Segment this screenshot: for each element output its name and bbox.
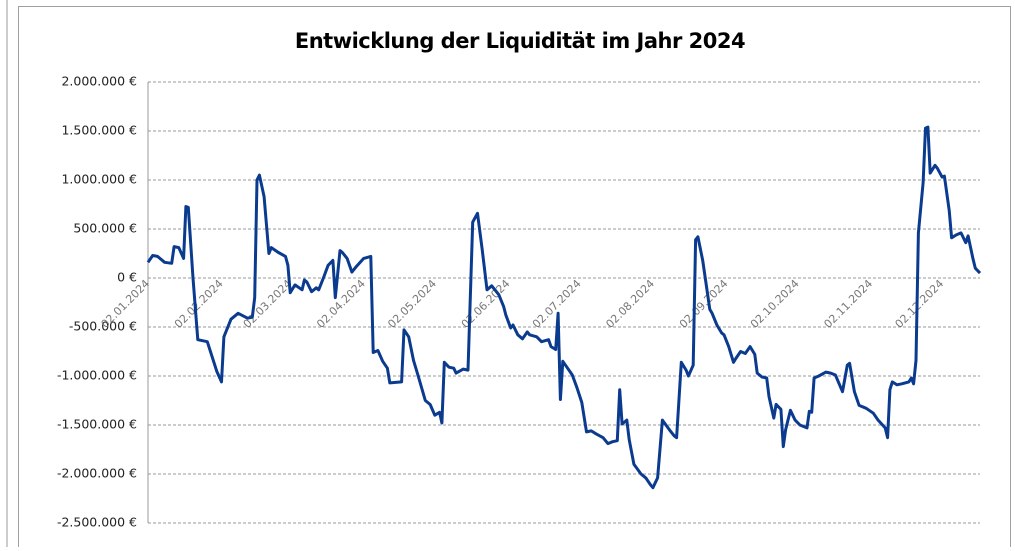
y-tick-label: 500.000 € [73,221,137,236]
y-tick-label: 0 € [117,270,137,285]
chart-title: Entwicklung der Liquidität im Jahr 2024 [295,29,745,53]
y-tick-label: 1.500.000 € [61,123,137,138]
y-tick-label: 2.000.000 € [61,74,137,89]
y-tick-label: -1.000.000 € [57,368,137,383]
y-tick-label: 1.000.000 € [61,172,137,187]
line-series [146,125,982,490]
y-tick-label: -2.500.000 € [57,515,137,530]
y-tick-label: -500.000 € [69,319,137,334]
chart-frame [18,6,1011,551]
y-tick-label: -1.500.000 € [57,417,137,432]
y-tick-label: -2.000.000 € [57,466,137,481]
